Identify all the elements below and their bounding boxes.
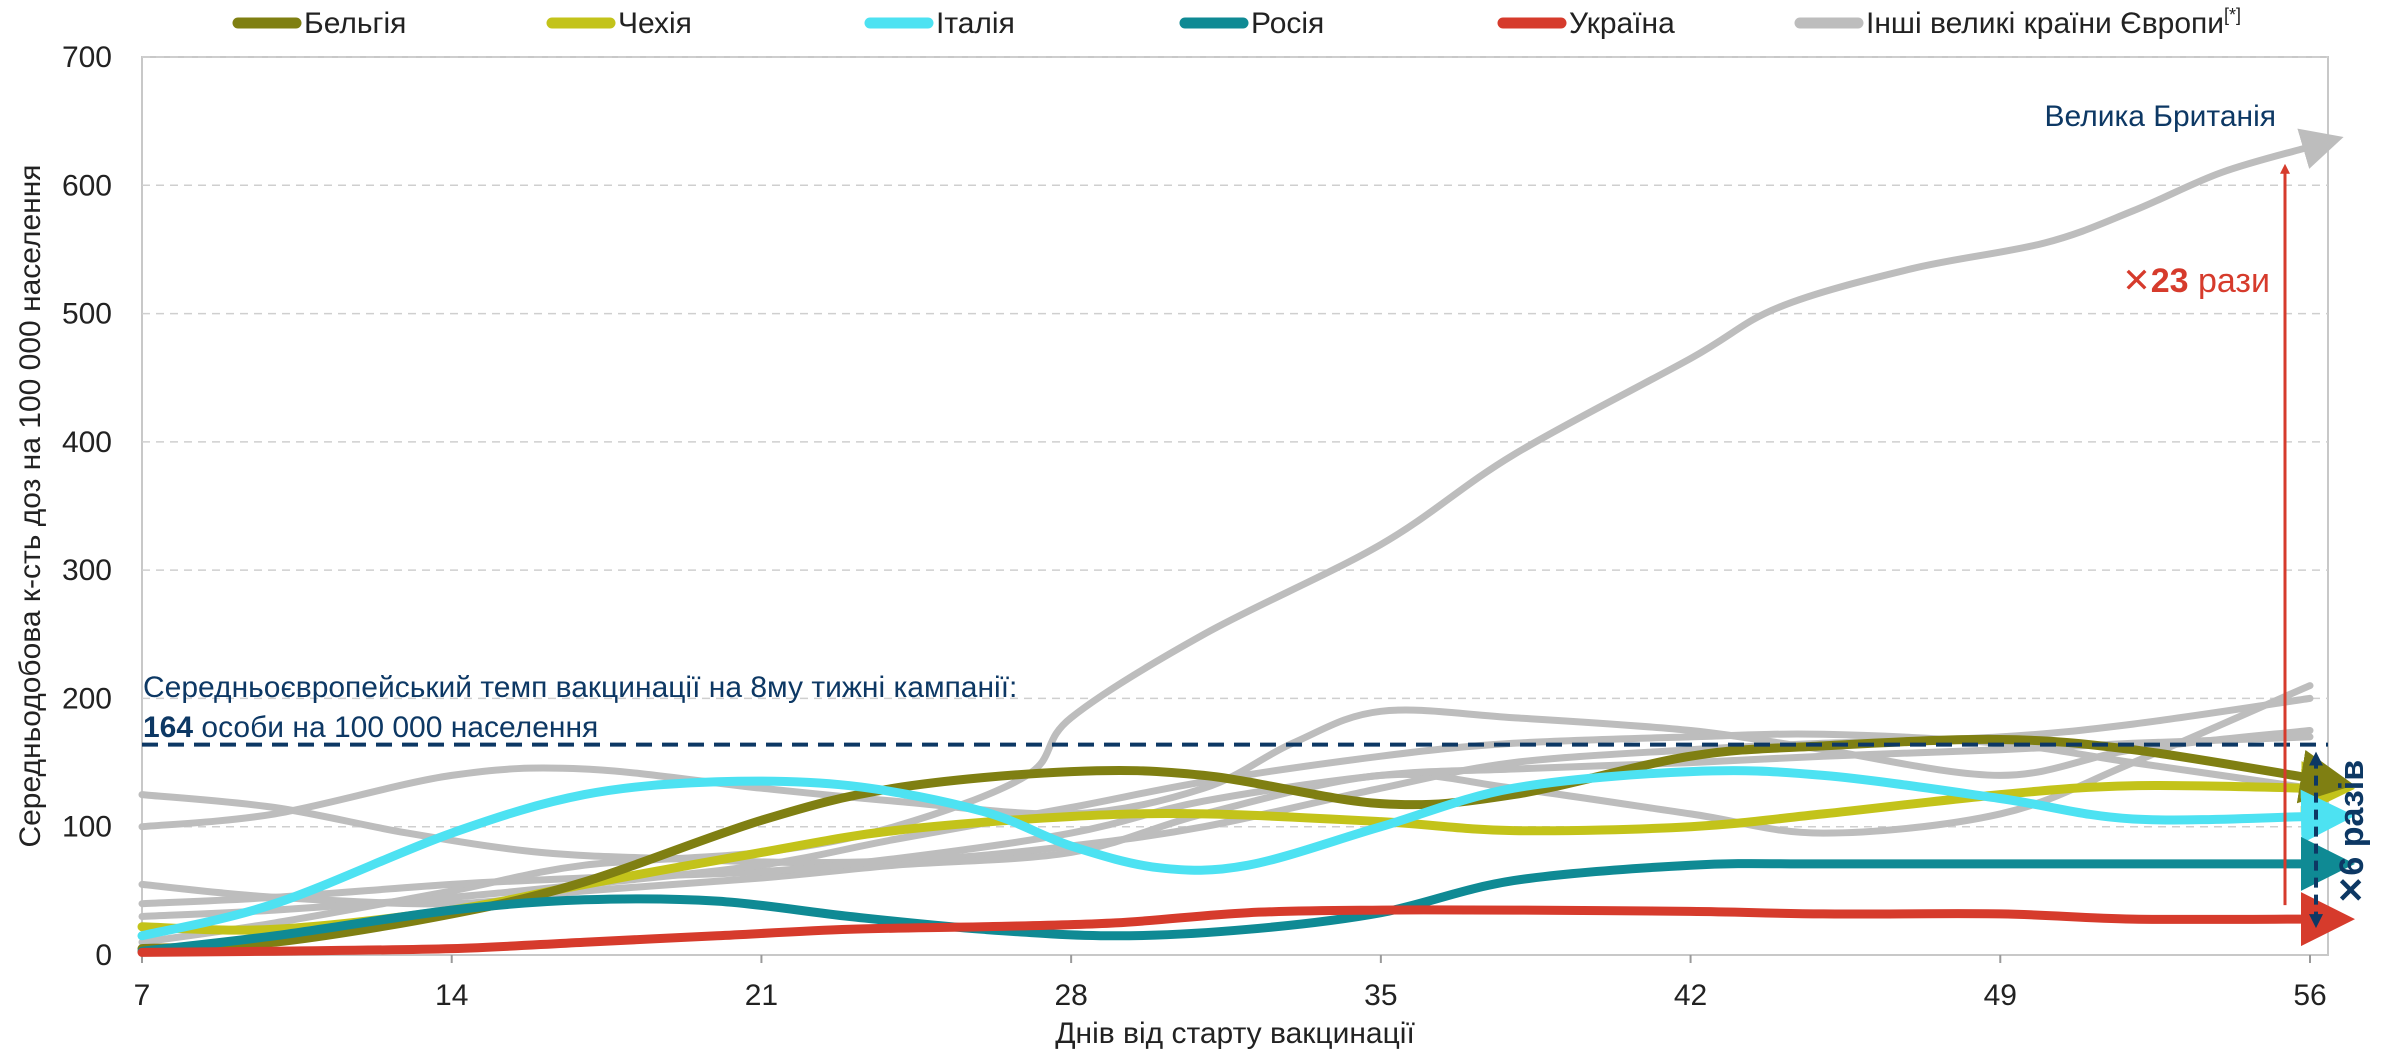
series-line-Італія [137, 766, 2355, 941]
uk-ratio-unit: рази [2189, 262, 2270, 300]
uk-ratio-label: ✕23 рази [2122, 262, 2270, 300]
y-axis-title: Середньодобова к-сть доз на 100 000 насе… [14, 164, 47, 847]
y-tick-label: 100 [62, 811, 112, 844]
uk-label: Велика Британія [2045, 100, 2276, 133]
series-layer [137, 128, 2355, 957]
gridlines [142, 56, 2328, 828]
legend: Бельгія Чехія Італія Росія Україна Інші велик… [232, 5, 2241, 40]
legend-label: Італія [936, 7, 1015, 40]
y-tick-label: 300 [62, 554, 112, 587]
legend-label: Україна [1569, 7, 1675, 40]
y-tick-label: 400 [62, 426, 112, 459]
x-tick-label: 28 [1054, 979, 1087, 1012]
x-tick-label: 35 [1364, 979, 1397, 1012]
legend-label: Бельгія [304, 7, 406, 40]
legend-label: Чехія [618, 7, 692, 40]
european-average-unit: особи на 100 000 населення [193, 711, 598, 744]
x-tick-label: 21 [745, 979, 778, 1012]
y-tick-label: 600 [62, 169, 112, 202]
uk-ratio-value: 23 [2151, 262, 2189, 300]
european-average-value-label: 164 особи на 100 000 населення [143, 711, 598, 744]
series-line-other-country [138, 128, 2344, 946]
x-tick-label: 7 [134, 979, 151, 1012]
series-line-Росія [137, 836, 2355, 956]
x-tick-label: 56 [2293, 979, 2326, 1012]
legend-label: Росія [1251, 7, 1324, 40]
y-axis-ticks: 0 100 200 300 400 500 600 700 [62, 41, 112, 972]
series-line-other-country [138, 706, 2314, 831]
eu-ratio-label: ✕6 разів [2333, 760, 2371, 904]
european-average-label: Середньоєвропейський темп вакцинації на … [143, 671, 1017, 704]
legend-footnote-mark: [*] [2224, 5, 2241, 25]
uk-ratio-times: ✕ [2122, 262, 2151, 300]
x-axis-ticks: 7 14 21 28 35 42 49 56 [134, 955, 2327, 1012]
x-axis-title: Днів від старту вакцинації [1055, 1017, 1415, 1050]
series-line-Україна [137, 892, 2355, 957]
y-tick-label: 500 [62, 298, 112, 331]
x-tick-label: 42 [1674, 979, 1707, 1012]
y-tick-label: 200 [62, 682, 112, 715]
x-tick-label: 49 [1984, 979, 2017, 1012]
y-tick-label: 0 [95, 939, 112, 972]
x-tick-label: 14 [435, 979, 468, 1012]
series-line-other-country [138, 733, 2314, 908]
y-tick-label: 700 [62, 41, 112, 74]
legend-label: Інші великі країни Європи[*] [1866, 5, 2241, 40]
european-average-value: 164 [143, 711, 193, 744]
